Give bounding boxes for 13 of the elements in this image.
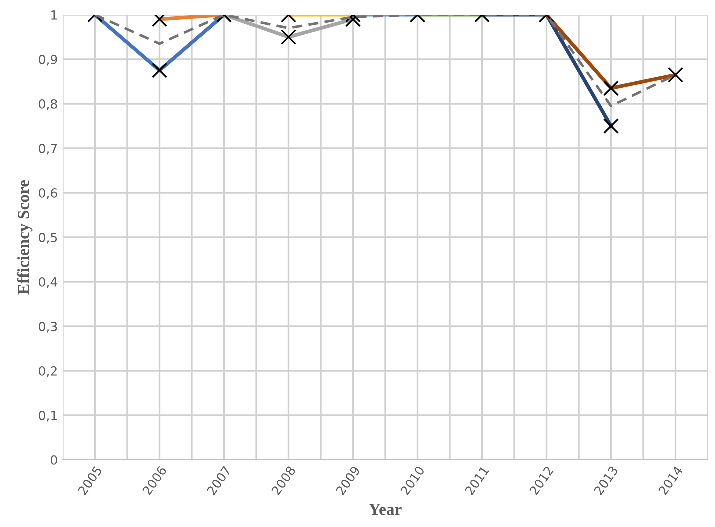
- y-tick-label: 0,6: [39, 188, 58, 200]
- y-tick-label: 0,9: [39, 54, 58, 66]
- y-tick-label: 0,3: [39, 322, 58, 333]
- y-tick-label: 0,1: [39, 410, 57, 422]
- y-axis-title: Efficiency Score: [17, 180, 33, 295]
- y-tick-label: 0,4: [39, 277, 58, 288]
- y-tick-label: 0,5: [39, 232, 58, 244]
- y-tick-label: 1: [52, 10, 57, 20]
- y-tick-label: 0: [51, 455, 58, 465]
- y-tick-label: 0,7: [39, 144, 58, 155]
- y-tick-label: 0,2: [39, 366, 57, 378]
- x-axis-title: Year: [369, 504, 402, 516]
- y-tick-label: 0,8: [39, 99, 58, 110]
